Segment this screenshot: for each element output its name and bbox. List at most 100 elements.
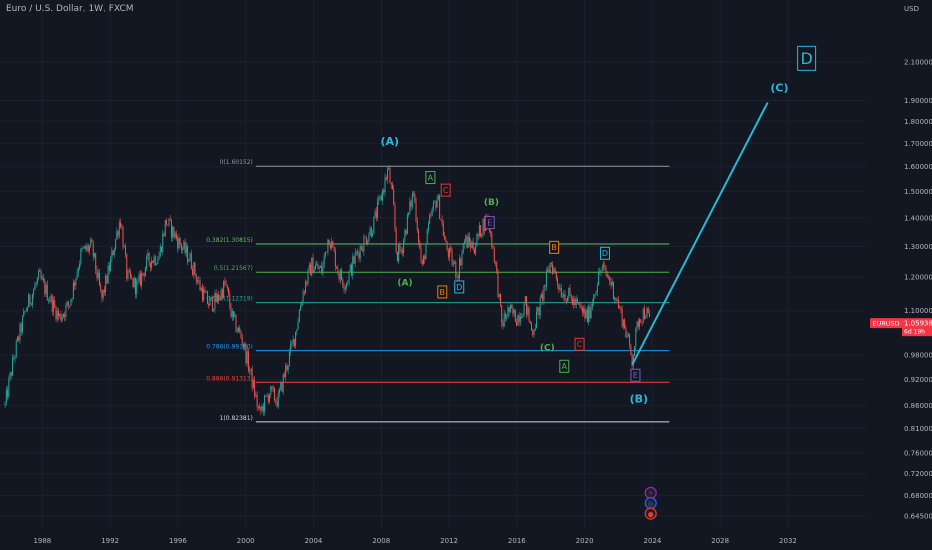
symbol-header[interactable]: Euro / U.S. Dollar, 1W, FXCM bbox=[6, 4, 134, 14]
fib-level-label: 0.886(0.91313) bbox=[206, 375, 253, 382]
candle-body bbox=[236, 331, 238, 332]
candle-body bbox=[420, 247, 422, 261]
candle-body bbox=[45, 284, 47, 294]
time-tick-label: 2028 bbox=[711, 537, 729, 545]
wave-label-box bbox=[559, 359, 570, 373]
wave-label[interactable]: D bbox=[454, 280, 465, 294]
candle-body bbox=[303, 291, 305, 293]
candle-body bbox=[81, 248, 83, 250]
projection-trend-line[interactable] bbox=[631, 102, 769, 366]
wave-label[interactable]: (A) bbox=[380, 135, 399, 148]
candle-body bbox=[362, 249, 364, 252]
candle-body bbox=[603, 265, 605, 267]
candle-body bbox=[522, 316, 524, 318]
candle-body bbox=[144, 268, 146, 277]
candle-body bbox=[465, 236, 467, 241]
fib-level-label: 0(1.60152) bbox=[220, 159, 253, 166]
currency-label: USD bbox=[904, 5, 919, 13]
candle-body bbox=[589, 306, 591, 319]
candle-body bbox=[194, 262, 196, 276]
candle-body bbox=[56, 310, 58, 320]
candle-body bbox=[95, 253, 97, 270]
candle-body bbox=[319, 266, 321, 268]
candle-body bbox=[280, 382, 282, 390]
candle-body bbox=[72, 282, 74, 299]
candle-body bbox=[195, 275, 197, 282]
wave-label[interactable]: A bbox=[425, 171, 436, 185]
time-axis[interactable]: 1988 1992 1996 2000 2004 2008 2012 2016 2020 2024… bbox=[0, 530, 866, 550]
candle-body bbox=[247, 351, 249, 371]
candle-body bbox=[244, 343, 246, 348]
price-tick-label: 1.60000 bbox=[904, 163, 932, 171]
candle-body bbox=[531, 323, 533, 331]
candle-body bbox=[532, 330, 534, 336]
candle-body bbox=[545, 270, 547, 287]
wave-label[interactable]: B bbox=[437, 285, 448, 299]
lightning-icon[interactable]: ⚡ bbox=[644, 486, 657, 499]
wave-label[interactable]: D bbox=[599, 246, 610, 260]
candle-body bbox=[231, 311, 233, 317]
candle-body bbox=[209, 298, 211, 306]
candle-body bbox=[23, 311, 25, 317]
candle-body bbox=[107, 265, 109, 284]
candle-body bbox=[260, 406, 262, 411]
news-icon[interactable]: ◎ bbox=[644, 497, 657, 510]
wave-label-text: E bbox=[487, 219, 492, 228]
candle-body bbox=[204, 289, 206, 293]
candle-body bbox=[97, 272, 99, 278]
exchange: FXCM bbox=[108, 4, 134, 14]
candle-body bbox=[619, 307, 621, 309]
candle-body bbox=[147, 253, 149, 257]
candle-body bbox=[272, 388, 274, 390]
wave-label-text: B bbox=[440, 288, 446, 297]
price-tick-label: 0.76000 bbox=[904, 449, 932, 457]
fib-retracement[interactable]: 0(1.60152)0.382(1.30815)0.5(1.21567)0.61… bbox=[206, 159, 670, 423]
wave-label[interactable]: A bbox=[559, 359, 570, 373]
candle-body bbox=[350, 264, 352, 276]
wave-label[interactable]: E bbox=[484, 216, 495, 230]
candle-body bbox=[347, 282, 349, 284]
price-axis[interactable]: USD 2.10000 1.90000 1.80000 1.70000 1.60000 1.… bbox=[866, 0, 932, 550]
candle-body bbox=[348, 271, 350, 283]
candle-body bbox=[201, 287, 203, 301]
wave-label-text: D bbox=[602, 249, 608, 258]
wave-label[interactable]: (C) bbox=[770, 82, 788, 95]
us-flag-icon[interactable]: ● bbox=[644, 507, 657, 520]
price-axis-bg bbox=[866, 0, 932, 550]
wave-label[interactable]: D bbox=[797, 45, 817, 71]
candle-body bbox=[199, 280, 201, 291]
candle-body bbox=[87, 245, 89, 252]
candle-body bbox=[129, 271, 131, 278]
candle-body bbox=[590, 307, 592, 319]
candle-body bbox=[128, 270, 130, 272]
price-tick-label: 0.64500 bbox=[904, 513, 932, 521]
candle-body bbox=[106, 275, 108, 284]
candle-body bbox=[365, 237, 367, 244]
candle-body bbox=[251, 368, 253, 388]
candle-body bbox=[446, 241, 448, 251]
wave-label[interactable]: (B) bbox=[630, 393, 648, 406]
wave-label[interactable]: C bbox=[440, 183, 451, 197]
candle-body bbox=[492, 246, 494, 249]
candle-body bbox=[174, 233, 176, 238]
wave-label[interactable]: (C) bbox=[540, 344, 555, 354]
candle-body bbox=[560, 288, 562, 298]
candle-body bbox=[614, 297, 616, 300]
wave-label[interactable]: E bbox=[630, 368, 641, 382]
candle-body bbox=[278, 389, 280, 393]
candle-body bbox=[287, 365, 289, 370]
candle-body bbox=[606, 273, 608, 278]
wave-label[interactable]: (B) bbox=[484, 198, 499, 208]
wave-label[interactable]: C bbox=[574, 337, 585, 351]
wave-label[interactable]: B bbox=[549, 240, 560, 254]
candle-body bbox=[470, 242, 472, 248]
candle-body bbox=[503, 313, 505, 327]
candle-body bbox=[640, 319, 642, 323]
wave-label[interactable]: (A) bbox=[397, 278, 412, 288]
candle-body bbox=[550, 263, 552, 265]
candle-body bbox=[462, 244, 464, 253]
candle-body bbox=[450, 247, 452, 251]
candle-body bbox=[622, 319, 624, 327]
candle-body bbox=[255, 394, 257, 397]
